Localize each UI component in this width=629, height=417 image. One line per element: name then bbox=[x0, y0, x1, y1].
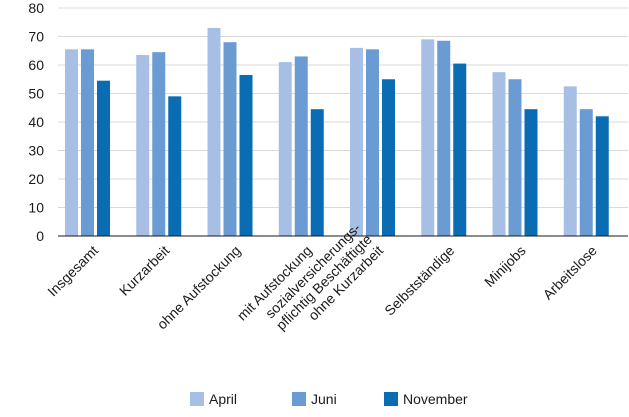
bar-april-2 bbox=[207, 27, 221, 237]
legend-label-juni: Juni bbox=[311, 391, 337, 407]
legend-swatch-november bbox=[384, 392, 398, 406]
bar-november-1 bbox=[168, 96, 182, 236]
bar-november-5 bbox=[453, 63, 467, 237]
bars bbox=[65, 27, 609, 237]
bar-april-7 bbox=[563, 86, 577, 236]
bar-juni-5 bbox=[437, 40, 451, 237]
bar-juni-1 bbox=[152, 52, 166, 236]
x-tick-label: Arbeitslose bbox=[540, 242, 600, 302]
legend-swatch-juni bbox=[292, 392, 306, 406]
y-tick-label: 60 bbox=[28, 57, 44, 73]
category-label-group: Minijobs bbox=[481, 242, 529, 290]
bar-november-0 bbox=[97, 80, 110, 236]
bar-november-2 bbox=[239, 74, 253, 236]
x-tick-label: Minijobs bbox=[481, 242, 529, 290]
bar-april-1 bbox=[136, 55, 150, 237]
y-tick-label: 0 bbox=[36, 228, 44, 244]
y-tick-label: 30 bbox=[28, 143, 44, 159]
y-tick-label: 10 bbox=[28, 200, 44, 216]
bar-juni-0 bbox=[81, 49, 94, 237]
bar-november-7 bbox=[595, 116, 609, 236]
y-tick-label: 40 bbox=[28, 114, 44, 130]
bar-april-0 bbox=[65, 49, 78, 237]
bar-april-4 bbox=[350, 47, 363, 237]
y-tick-label: 50 bbox=[28, 86, 44, 102]
x-tick-label: pflichtig Beschäftigte bbox=[273, 231, 375, 333]
bar-november-3 bbox=[310, 109, 324, 236]
legend-label-november: November bbox=[403, 391, 468, 407]
y-axis-ticks: 0 10 20 30 40 50 60 70 80 bbox=[28, 0, 44, 244]
y-tick-label: 70 bbox=[28, 29, 44, 45]
legend-label-april: April bbox=[209, 391, 237, 407]
x-tick-label: Kurzarbeit bbox=[116, 242, 173, 299]
bar-november-4 bbox=[382, 79, 395, 236]
bar-april-5 bbox=[421, 39, 435, 236]
category-label-group: Kurzarbeit bbox=[116, 242, 173, 299]
category-label-group: Insgesamt bbox=[44, 242, 101, 299]
x-tick-label: Selbstständige bbox=[381, 242, 457, 318]
x-tick-label: Insgesamt bbox=[44, 242, 101, 299]
bar-juni-7 bbox=[579, 109, 593, 236]
bar-april-3 bbox=[278, 62, 292, 237]
bar-juni-4 bbox=[366, 49, 379, 237]
legend-swatch-april bbox=[190, 392, 204, 406]
y-tick-label: 20 bbox=[28, 171, 44, 187]
bar-november-6 bbox=[524, 109, 538, 236]
category-label-group: Selbstständige bbox=[381, 242, 457, 318]
bar-juni-2 bbox=[223, 42, 237, 237]
legend: April Juni November bbox=[190, 391, 468, 407]
bar-juni-6 bbox=[508, 79, 522, 236]
bar-april-6 bbox=[492, 72, 506, 236]
category-label-group: Arbeitslose bbox=[540, 242, 600, 302]
y-tick-label: 80 bbox=[28, 0, 44, 16]
bar-juni-3 bbox=[294, 56, 308, 237]
